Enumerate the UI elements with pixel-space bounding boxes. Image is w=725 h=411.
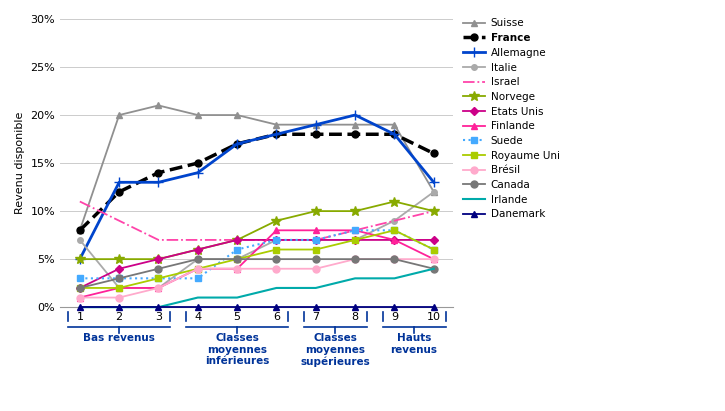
Text: Classes
moyennes
inférieures: Classes moyennes inférieures <box>205 333 269 366</box>
Text: Classes
moyennes
supérieures: Classes moyennes supérieures <box>301 333 370 367</box>
Legend: Suisse, France, Allemagne, Italie, Israel, Norvege, Etats Unis, Finlande, Suede,: Suisse, France, Allemagne, Italie, Israe… <box>463 18 560 219</box>
Text: Hauts
revenus: Hauts revenus <box>391 333 438 355</box>
Y-axis label: Revenu disponible: Revenu disponible <box>15 112 25 214</box>
Text: Bas revenus: Bas revenus <box>83 333 155 343</box>
